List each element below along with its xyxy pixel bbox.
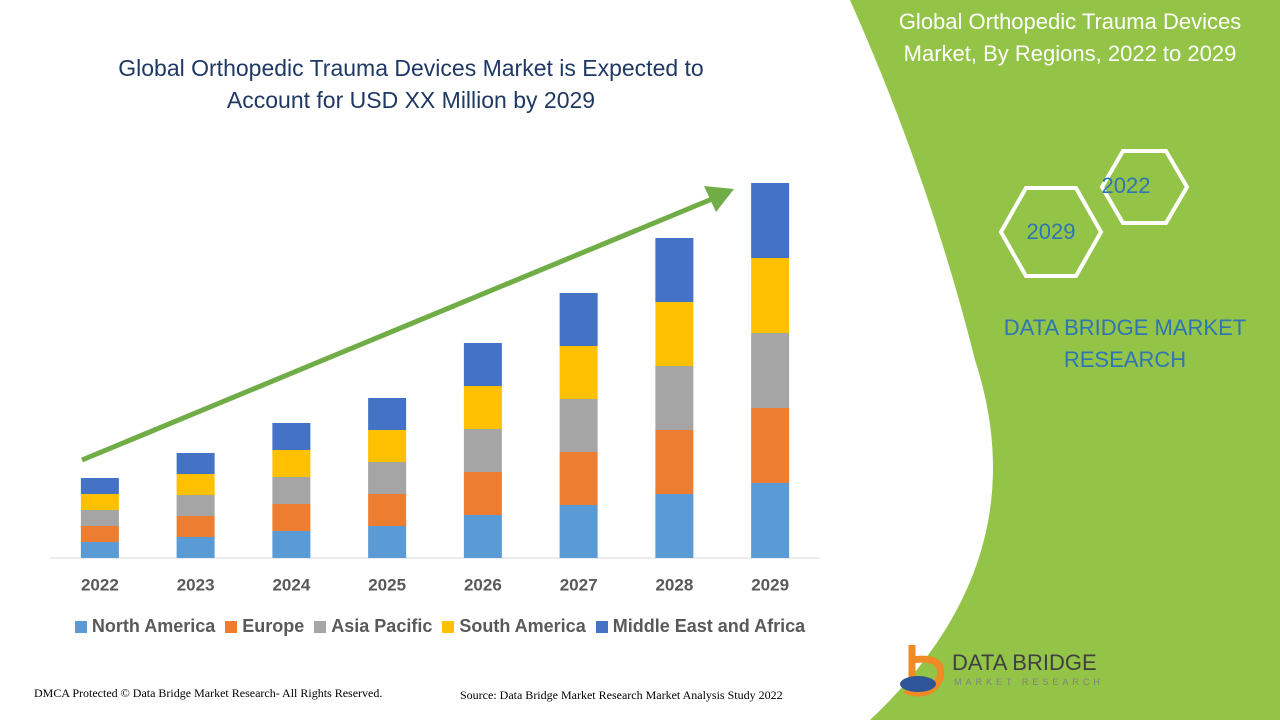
legend-item: North America (74, 616, 216, 637)
x-tick-label: 2022 (81, 575, 119, 594)
bar-segment (655, 238, 694, 302)
bar-segment (368, 430, 407, 462)
x-tick-label: 2027 (560, 575, 598, 594)
bar-segment (272, 504, 311, 531)
legend-swatch (225, 620, 238, 633)
legend-item: Europe (225, 616, 304, 637)
source: Source: Data Bridge Market Research Mark… (460, 688, 783, 702)
legend-label: Europe (242, 616, 305, 636)
bar-segment (368, 398, 407, 430)
bar-segment (176, 537, 215, 558)
bar-segment (751, 408, 790, 483)
bar-segment (559, 346, 598, 399)
bar-segment (655, 302, 694, 366)
bar-segment (80, 542, 119, 558)
bar-segment (80, 494, 119, 510)
bar-segment (272, 477, 311, 504)
legend-item: South America (442, 616, 586, 637)
bar-segment (176, 453, 215, 474)
x-tick-label: 2023 (177, 575, 215, 594)
legend-label: North America (91, 616, 216, 636)
hexagon-label: 2022 (1102, 173, 1151, 198)
bar-segment (176, 516, 215, 537)
bar-segment (463, 386, 502, 429)
bar-segment (751, 183, 790, 258)
bar-segment (272, 531, 311, 558)
legend-swatch (314, 620, 327, 633)
copyright: DMCA Protected © Data Bridge Market Rese… (34, 686, 383, 700)
brand: DATA BRIDGE MARKET RESEARCH (1003, 315, 1247, 372)
bar-segment (272, 423, 311, 450)
legend: North America Europe Asia Pacific South Ame… (50, 616, 830, 637)
logo-icon (900, 676, 936, 692)
bar-segment (272, 450, 311, 477)
bar-segment (176, 495, 215, 516)
legend-swatch (74, 620, 87, 633)
bar-segment (368, 494, 407, 526)
x-tick-label: 2029 (751, 575, 789, 594)
logo-tagline: MARKET RESEARCH (954, 677, 1104, 687)
legend-item: Asia Pacific (314, 616, 432, 637)
bar-segment (80, 526, 119, 542)
bar-segment (463, 429, 502, 472)
legend-swatch (595, 620, 608, 633)
bar-segment (655, 366, 694, 430)
bar-segment (80, 478, 119, 494)
bar-segment (80, 510, 119, 526)
arrow-head (704, 186, 734, 212)
bar-segment (559, 399, 598, 452)
bar-segment (463, 343, 502, 386)
chart-title: Global Orthopedic Trauma Devices Market … (118, 55, 704, 113)
green-panel (850, 0, 1280, 720)
bar-segment (368, 526, 407, 558)
bar-segment (751, 483, 790, 558)
hexagon (998, 186, 1104, 278)
bar-segment (559, 505, 598, 558)
legend-label: Asia Pacific (331, 616, 433, 636)
x-tick-label: 2024 (272, 575, 310, 594)
bar-segment (463, 472, 502, 515)
logo-name: DATA BRIDGE (952, 650, 1097, 675)
legend-label: South America (459, 616, 586, 636)
legend-swatch (442, 620, 455, 633)
bar-segment (559, 452, 598, 505)
bar-segment (463, 515, 502, 558)
bar-segment (751, 333, 790, 408)
bar-segment (655, 494, 694, 558)
hexagon (1099, 149, 1190, 225)
bar-segment (751, 258, 790, 333)
header-title: Global Orthopedic Trauma Devices Market,… (898, 9, 1242, 66)
legend-item: Middle East and Africa (595, 616, 806, 637)
x-tick-label: 2025 (368, 575, 406, 594)
bar-segment (176, 474, 215, 495)
x-tick-label: 2026 (464, 575, 502, 594)
hexagon-label: 2029 (1027, 219, 1076, 244)
bar-segment (368, 462, 407, 494)
x-tick-label: 2028 (655, 575, 693, 594)
bar-segment (655, 430, 694, 494)
legend-label: Middle East and Africa (612, 616, 806, 636)
trend-arrow (81, 196, 713, 463)
bar-segment (559, 293, 598, 346)
